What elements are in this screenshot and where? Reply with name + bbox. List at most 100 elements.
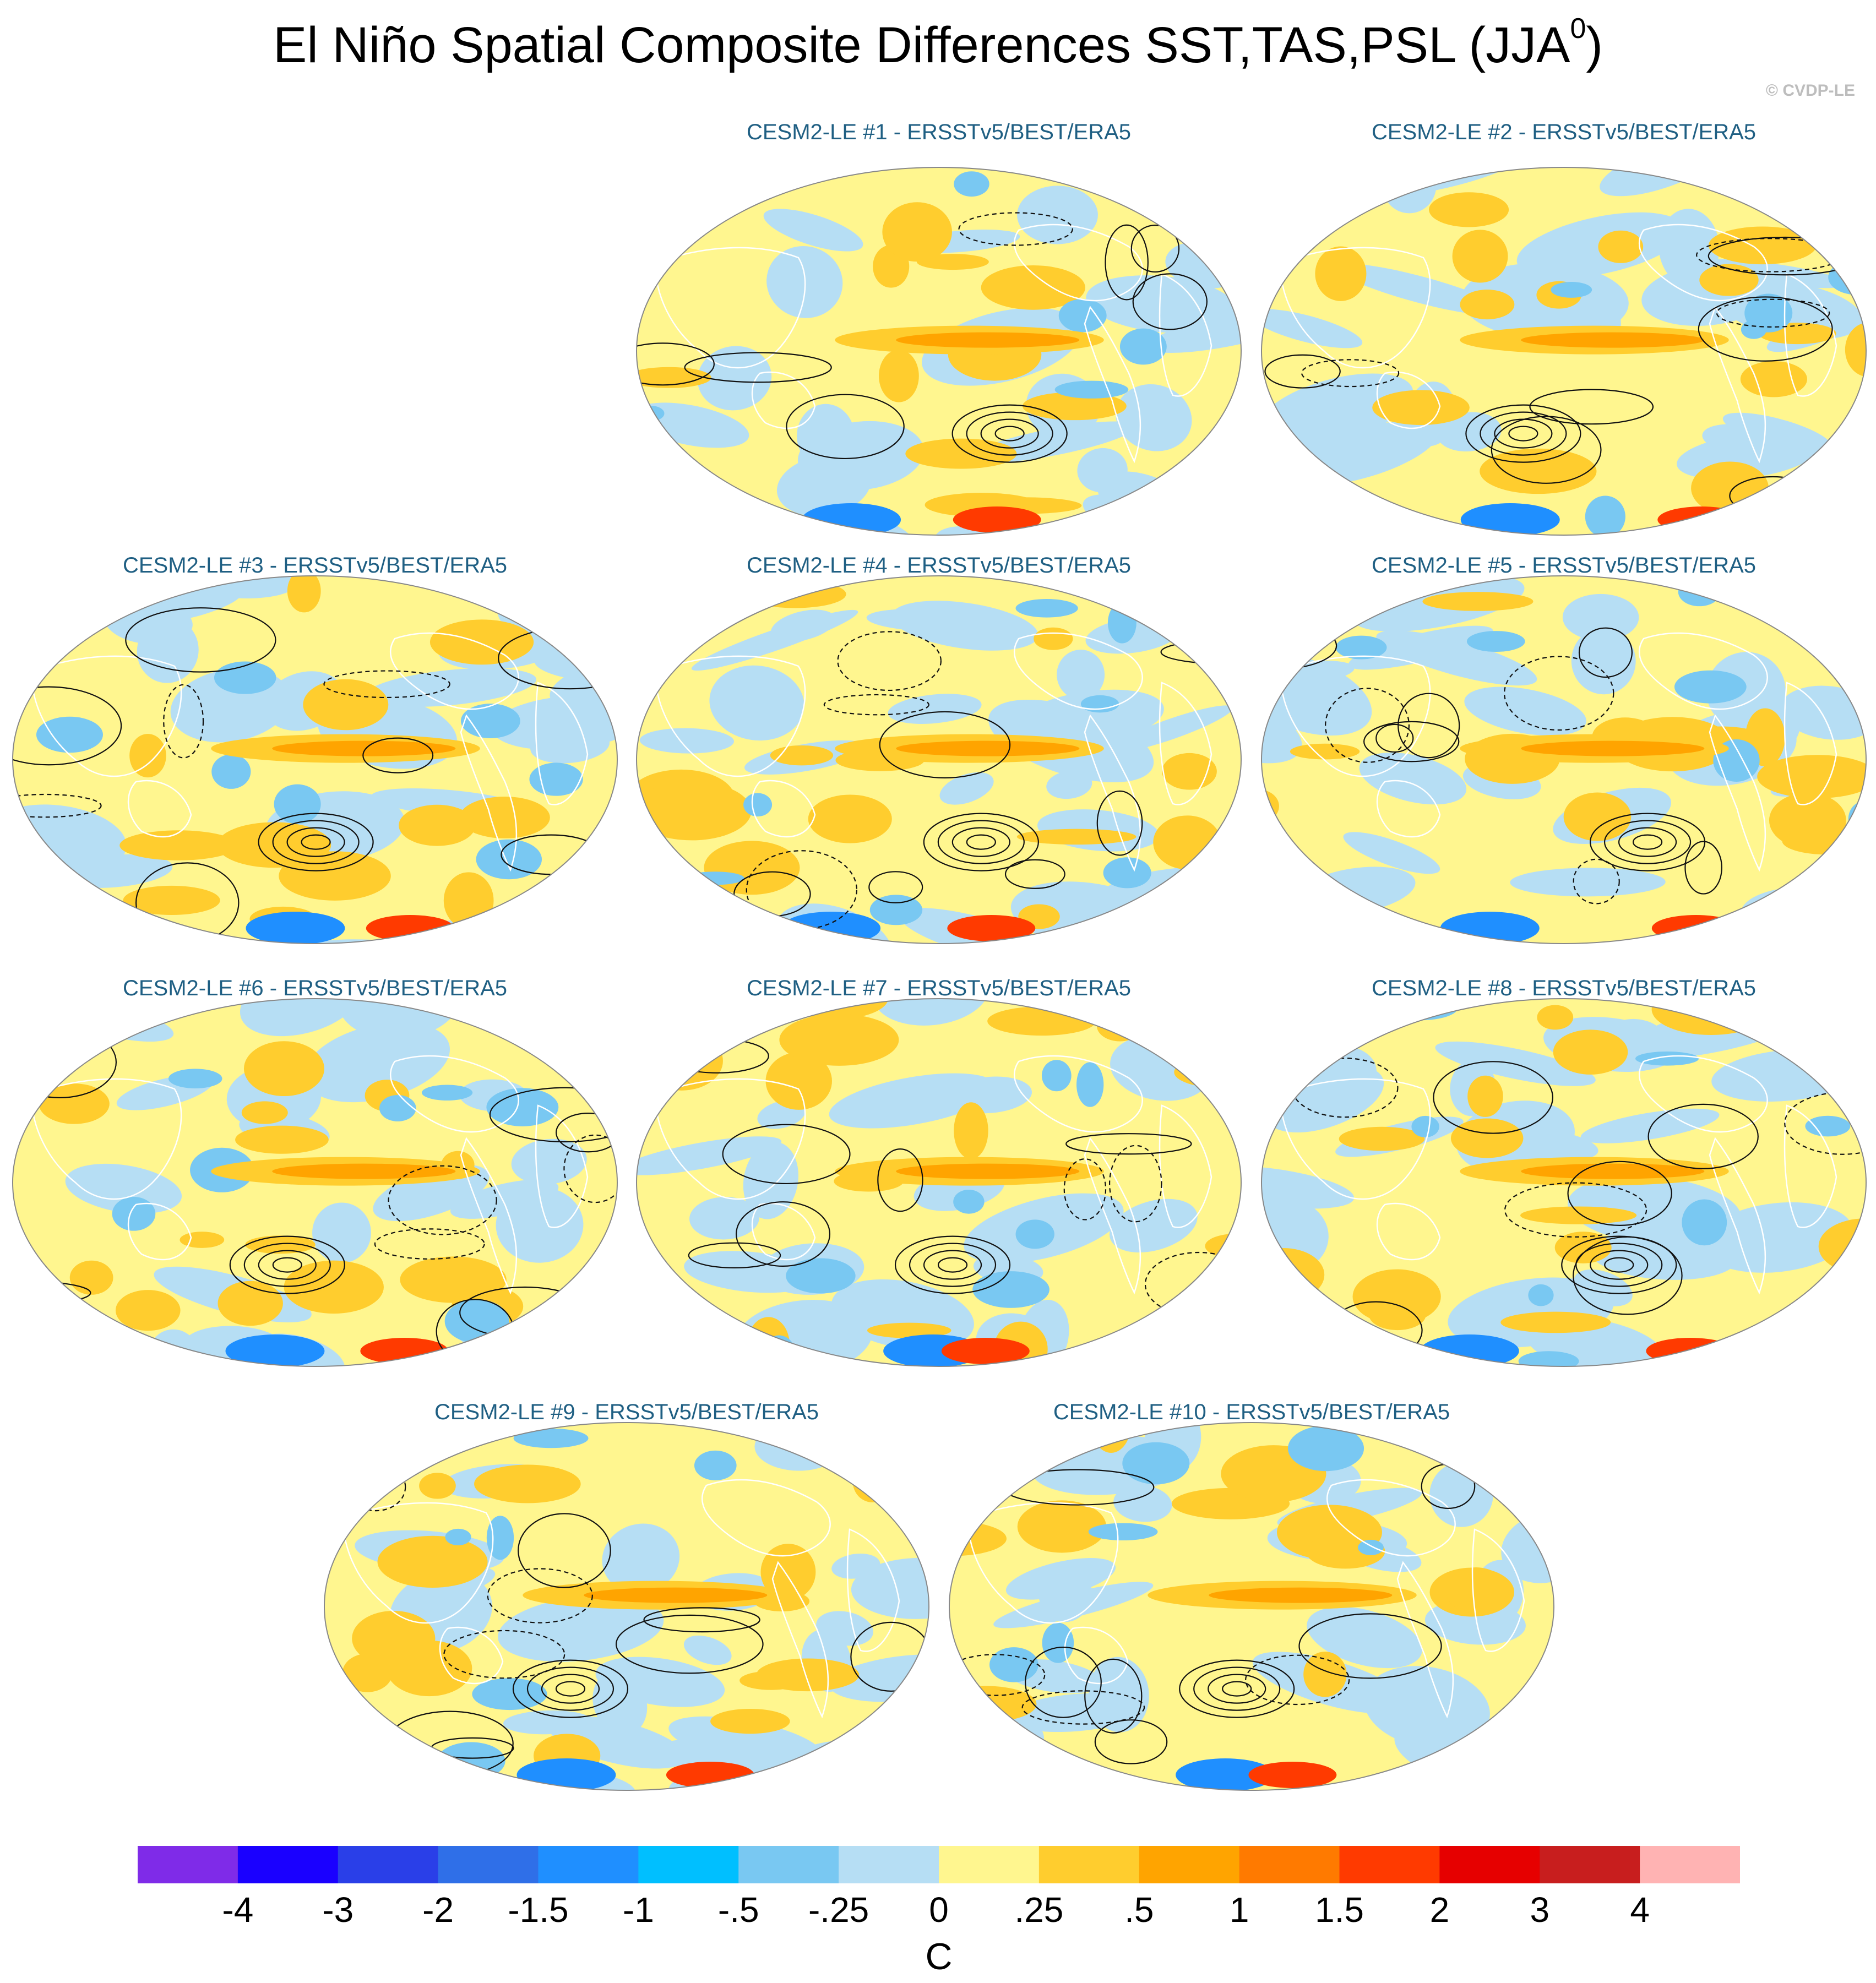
sst-anomaly-negative-patch: [953, 1189, 985, 1214]
sst-anomaly-positive-patch: [1769, 792, 1846, 848]
continent-outline: [1084, 306, 1141, 464]
sst-anomaly-negative-patch: [668, 1716, 823, 1768]
psl-contour: [1065, 1133, 1192, 1155]
sst-anomaly-negative-patch: [1058, 298, 1107, 333]
psl-contour: [163, 684, 204, 759]
psl-contour: [1647, 1103, 1759, 1169]
sst-anomaly-positive-patch: [1368, 1298, 1426, 1331]
psl-contour: [1590, 1250, 1649, 1280]
psl-contour: [1575, 1243, 1663, 1287]
sst-anomaly-negative-patch: [1585, 495, 1625, 535]
panel-title-10: CESM2-LE #10 - ERSSTv5/BEST/ERA5: [1053, 1400, 1450, 1424]
sst-anomaly-positive-patch: [1480, 448, 1597, 494]
psl-contour: [1096, 790, 1143, 856]
sst-anomaly-positive-patch: [245, 1235, 316, 1254]
psl-contour: [229, 1235, 345, 1294]
sst-anomaly-negative-patch: [1805, 1115, 1851, 1137]
map-panel-6: [12, 998, 618, 1367]
sst-anomaly-negative-patch: [1041, 1060, 1072, 1092]
map-panel-3: [12, 575, 618, 944]
psl-contour: [1325, 688, 1410, 763]
map-panel-5: [1261, 575, 1867, 944]
continent-outline: [1396, 1561, 1454, 1719]
map-border: [636, 998, 1242, 1367]
map-border: [324, 1422, 929, 1791]
psl-contour: [1261, 1291, 1318, 1366]
enso-warm-tongue-core: [1521, 332, 1705, 348]
sst-anomaly-negative-patch: [1741, 320, 1767, 339]
psl-contour: [823, 694, 929, 716]
sst-anomaly-negative-patch: [1088, 1523, 1158, 1541]
colorbar-segment: [138, 1846, 238, 1883]
sst-anomaly-negative-patch: [954, 171, 989, 197]
continent-outline: [1709, 714, 1766, 872]
psl-contour: [637, 342, 715, 386]
sst-anomaly-positive-patch: [180, 1232, 225, 1248]
sst-anomaly-negative-patch: [365, 668, 537, 707]
sst-anomaly-negative-patch: [1089, 1657, 1149, 1733]
sst-anomaly-negative-patch: [797, 404, 855, 468]
psl-contour: [286, 827, 345, 857]
sst-anomaly-negative-patch: [1674, 670, 1747, 704]
colorbar-tick-label: .25: [1014, 1890, 1064, 1930]
sst-anomaly-positive-patch: [640, 1031, 723, 1091]
sst-anomaly-negative-patch: [1122, 1442, 1190, 1485]
psl-contour: [489, 1087, 617, 1143]
sst-anomaly-positive-patch: [1708, 226, 1817, 265]
sst-anomaly-negative-patch: [1411, 1115, 1439, 1137]
sst-anomaly-negative-patch: [1307, 1606, 1422, 1669]
southern-ocean-warm-anomaly: [666, 1762, 754, 1788]
sst-anomaly-negative-patch: [1005, 1558, 1116, 1600]
colorbar-segment: [839, 1846, 939, 1883]
sst-anomaly-positive-patch: [443, 872, 494, 929]
psl-contour: [958, 212, 1073, 246]
psl-contour: [949, 1654, 1046, 1696]
sst-anomaly-negative-patch: [1116, 384, 1192, 451]
sst-anomaly-positive-patch: [1500, 1311, 1611, 1333]
psl-contour: [644, 214, 692, 255]
sst-anomaly-negative-patch: [1722, 412, 1832, 452]
continent-outline: [771, 1561, 829, 1719]
psl-contour: [615, 1614, 764, 1674]
psl-contour: [388, 1165, 497, 1235]
psl-contour: [487, 1568, 593, 1624]
colorbar-tick-label: -1: [622, 1890, 654, 1930]
sst-anomaly-positive-patch: [39, 1083, 110, 1124]
psl-contour: [1108, 1145, 1162, 1223]
colorbar-segment: [1139, 1846, 1240, 1883]
sst-anomaly-negative-patch: [602, 1523, 680, 1594]
psl-contour: [909, 1243, 997, 1287]
psl-contour: [1264, 354, 1341, 389]
sst-anomaly-negative-patch: [642, 167, 707, 203]
continent-outline: [751, 780, 816, 838]
continent-outline: [654, 1078, 806, 1200]
map-panel-4: [636, 575, 1242, 944]
psl-contour: [1375, 723, 1414, 753]
continent-outline: [1783, 682, 1837, 805]
psl-contour: [1193, 1666, 1281, 1711]
sst-anomaly-negative-patch: [1261, 924, 1297, 939]
colorbar-segment: [338, 1846, 439, 1883]
sst-anomaly-positive-patch: [1335, 999, 1398, 1021]
sst-anomaly-negative-patch: [1464, 687, 1586, 736]
sst-anomaly-positive-patch: [217, 1281, 283, 1326]
sst-anomaly-positive-patch: [1303, 1652, 1347, 1697]
sst-anomaly-negative-patch: [1429, 1462, 1493, 1527]
psl-contour: [518, 1513, 611, 1588]
sst-anomaly-negative-patch: [379, 1095, 416, 1121]
sst-anomaly-negative-patch: [1462, 164, 1602, 167]
sst-anomaly-positive-patch: [981, 265, 1085, 310]
psl-contour: [526, 1666, 615, 1711]
southern-ocean-warm-anomaly: [953, 506, 1041, 533]
psl-contour: [937, 820, 1025, 864]
continent-outline: [654, 247, 806, 369]
psl-contour: [923, 813, 1039, 871]
sst-anomaly-positive-patch: [303, 679, 389, 731]
colorbar-segment: [939, 1846, 1040, 1883]
colorbar-segment: [738, 1846, 839, 1883]
map-panel-10: [949, 1422, 1554, 1791]
sst-anomaly-positive-patch: [1339, 1126, 1425, 1151]
sst-anomaly-negative-patch: [869, 895, 923, 925]
psl-contour: [301, 834, 331, 850]
colorbar-tick-label: 3: [1530, 1890, 1550, 1930]
